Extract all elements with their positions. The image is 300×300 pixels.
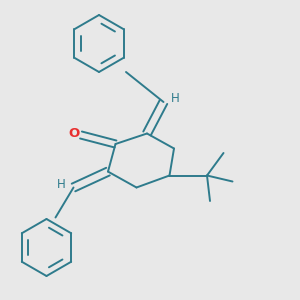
Text: H: H [170, 92, 179, 106]
Text: O: O [69, 127, 80, 140]
Text: H: H [57, 178, 66, 191]
